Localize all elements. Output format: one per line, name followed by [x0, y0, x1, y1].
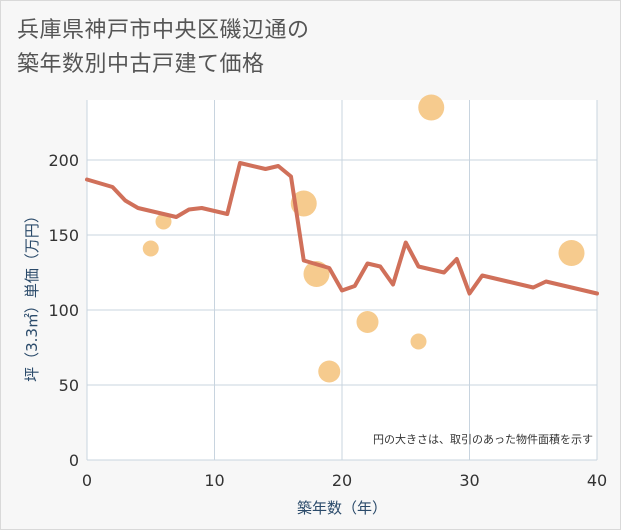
x-tick-label: 20 [332, 471, 352, 490]
bubble-size-note: 円の大きさは、取引のあった物件面積を示す [373, 432, 593, 446]
data-bubble [356, 311, 379, 333]
x-axis-title: 築年数（年） [297, 499, 387, 517]
data-bubble [155, 213, 172, 230]
y-tick-label: 50 [59, 376, 79, 395]
y-tick-label: 150 [48, 226, 79, 245]
bubble-layer [142, 94, 585, 383]
tick-labels: 0 10 20 30 40 0 50 100 150 200 [48, 151, 607, 490]
x-tick-label: 40 [587, 471, 607, 490]
y-tick-label: 100 [48, 301, 79, 320]
x-tick-label: 0 [82, 471, 92, 490]
data-bubble [142, 240, 159, 257]
data-bubble [418, 94, 445, 121]
y-tick-label: 200 [48, 151, 79, 170]
data-bubble [558, 240, 585, 266]
average-price-line [85, 161, 599, 296]
y-tick-label: 0 [69, 451, 79, 470]
line-layer [85, 161, 599, 296]
chart-title: 兵庫県神戸市中央区磯辺通の 築年数別中古戸建て価格 [17, 14, 310, 82]
x-tick-label: 10 [204, 471, 224, 490]
data-bubble [410, 333, 427, 350]
grid-lines [86, 100, 598, 461]
data-bubble [318, 360, 341, 383]
chart-title-line2: 築年数別中古戸建て価格 [17, 52, 265, 77]
chart-title-line1: 兵庫県神戸市中央区磯辺通の [17, 18, 310, 43]
y-axis-title: 坪（3.3㎡）単価（万円） [23, 208, 41, 382]
x-tick-label: 30 [459, 471, 479, 490]
